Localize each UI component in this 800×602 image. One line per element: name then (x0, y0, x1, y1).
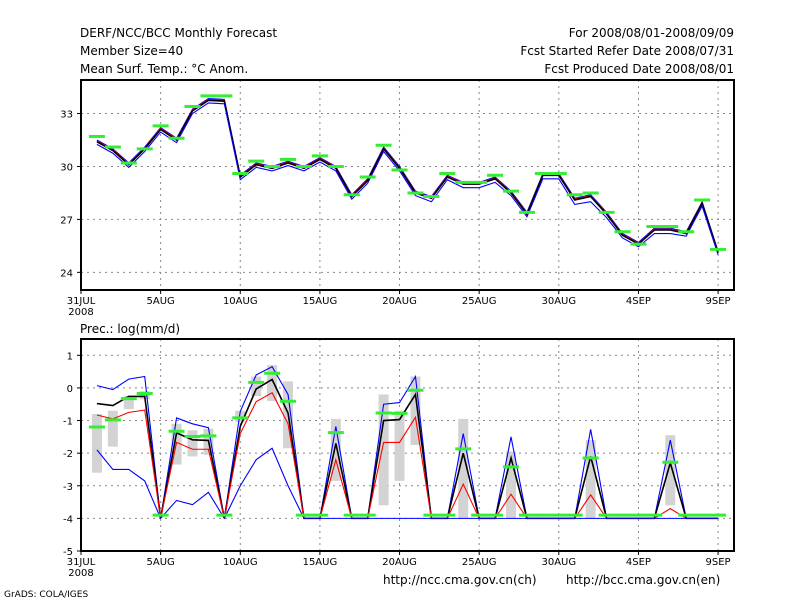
y-tick-label: -4 (63, 514, 73, 525)
x-tick-year-label: 2008 (68, 568, 93, 579)
forecast-start-date: Fcst Started Refer Date 2008/07/31 (520, 44, 734, 58)
x-tick-label: 10AUG (223, 557, 258, 568)
x-tick-label: 15AUG (303, 557, 338, 568)
ensemble-range-bar (187, 430, 198, 457)
ensemble-range-bar (251, 376, 262, 397)
ensemble-range-bar (458, 418, 469, 519)
ensemble-range-bar (410, 376, 421, 445)
series-red (96, 98, 719, 253)
x-tick-label: 20AUG (382, 557, 417, 568)
ensemble-range-bar (330, 418, 341, 481)
forecast-period: For 2008/08/01-2008/09/09 (568, 26, 734, 40)
x-tick-label: 9SEP (706, 557, 731, 568)
y-tick-label: -2 (63, 449, 73, 460)
x-tick-label: 4SEP (626, 296, 651, 307)
grads-credit: GrADS: COLA/IGES (4, 590, 89, 600)
ensemble-range-bar (585, 440, 596, 519)
x-tick-label: 15AUG (303, 296, 338, 307)
x-tick-label: 31JUL (67, 296, 96, 307)
x-tick-label: 4SEP (626, 557, 651, 568)
ensemble-range-bar (91, 414, 102, 473)
y-tick-label: 27 (60, 215, 73, 226)
chart-title: DERF/NCC/BCC Monthly Forecast (80, 26, 278, 40)
y-tick-label: 0 (67, 384, 73, 395)
ensemble-range-bar (665, 435, 676, 506)
plot-frame (80, 338, 735, 552)
x-tick-label: 20AUG (382, 296, 417, 307)
x-tick-label: 30AUG (541, 557, 576, 568)
variable-label: Mean Surf. Temp.: °C Anom. (80, 62, 249, 76)
y-tick-label: -5 (63, 547, 73, 558)
y-tick-label: 24 (60, 268, 73, 279)
ensemble-range-bar (139, 391, 150, 400)
series-blue-lower (96, 102, 719, 255)
x-tick-label: 5AUG (146, 557, 174, 568)
y-tick-label: 30 (60, 162, 73, 173)
y-tick-label: -3 (63, 482, 73, 493)
x-tick-label: 31JUL (67, 557, 96, 568)
y-tick-label: 33 (60, 110, 73, 121)
x-tick-label: 25AUG (462, 296, 497, 307)
x-tick-label: 25AUG (462, 557, 497, 568)
plot-frame (80, 79, 735, 291)
ensemble-range-bar (107, 410, 118, 447)
url-ch-link[interactable]: http://ncc.cma.gov.cn(ch) (383, 573, 537, 587)
url-en-link[interactable]: http://bcc.cma.gov.cn(en) (566, 573, 721, 587)
member-size: Member Size=40 (80, 44, 184, 58)
x-tick-label: 10AUG (223, 296, 258, 307)
x-tick-label: 9SEP (706, 296, 731, 307)
series-blue-upper (96, 97, 719, 252)
series-blue-lower (96, 447, 719, 520)
precip-chart-title: Prec.: log(mm/d) (80, 322, 181, 336)
ensemble-range-bar (123, 396, 134, 410)
x-tick-label: 30AUG (541, 296, 576, 307)
ensemble-range-bar (394, 410, 405, 481)
forecast-produced-date: Fcst Produced Date 2008/08/01 (544, 62, 734, 76)
y-tick-label: 1 (67, 351, 73, 362)
y-tick-label: -1 (63, 417, 73, 428)
ensemble-range-bar (506, 451, 517, 519)
x-tick-label: 5AUG (146, 296, 174, 307)
series-ensemble-mean (96, 99, 719, 254)
x-tick-year-label: 2008 (68, 307, 93, 318)
ensemble-range-bar (267, 365, 278, 401)
ensemble-range-bar (378, 394, 389, 506)
